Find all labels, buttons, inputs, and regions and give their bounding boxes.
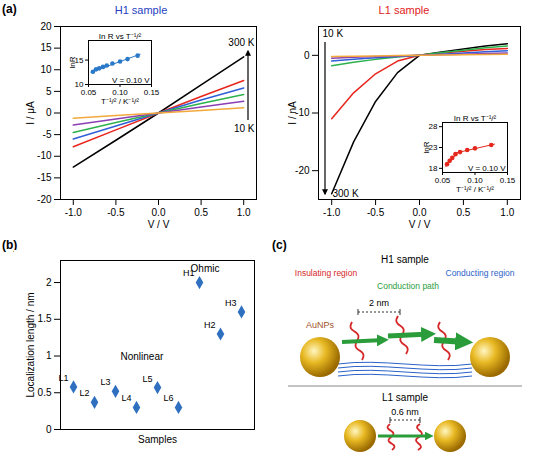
svg-text:-1.0: -1.0	[65, 207, 83, 218]
svg-text:0.6 nm: 0.6 nm	[391, 407, 419, 417]
html-text:H1 sample: H1 sample	[114, 4, 168, 16]
svg-text:0.5: 0.5	[456, 207, 470, 218]
svg-text:In R vs T⁻¹/²: In R vs T⁻¹/²	[99, 32, 142, 41]
svg-text:-10: -10	[37, 150, 52, 161]
svg-text:L5: L5	[142, 373, 152, 383]
svg-text:0.0: 0.0	[413, 207, 427, 218]
svg-text:V = 0.10 V: V = 0.10 V	[112, 76, 150, 85]
svg-text:I / μA: I / μA	[25, 101, 36, 125]
svg-text:0: 0	[304, 50, 310, 61]
svg-text:300 K: 300 K	[228, 37, 254, 48]
svg-text:Localization length / nm: Localization length / nm	[25, 292, 36, 397]
svg-text:1.0: 1.0	[500, 207, 514, 218]
svg-text:0.10: 0.10	[467, 176, 483, 186]
svg-text:0.15: 0.15	[144, 88, 160, 97]
svg-text:1: 1	[46, 350, 52, 361]
svg-text:0.05: 0.05	[81, 88, 97, 97]
svg-text:L1: L1	[58, 373, 68, 383]
svg-text:H3: H3	[225, 298, 237, 308]
svg-text:V / V: V / V	[409, 219, 431, 230]
svg-text:H2: H2	[204, 320, 216, 330]
svg-text:1.0: 1.0	[237, 207, 251, 218]
svg-text:0.0: 0.0	[152, 207, 166, 218]
svg-text:lnR: lnR	[422, 141, 431, 153]
svg-text:V / V: V / V	[148, 219, 170, 230]
svg-text:-5: -5	[43, 129, 52, 140]
svg-text:0: 0	[46, 107, 52, 118]
svg-text:Nonlinear: Nonlinear	[121, 351, 164, 362]
svg-text:10 K: 10 K	[234, 123, 255, 134]
svg-text:Conducting region: Conducting region	[446, 268, 515, 278]
svg-text:Samples: Samples	[138, 434, 177, 445]
html-text:(a): (a)	[2, 2, 17, 16]
svg-text:28: 28	[429, 122, 438, 131]
svg-text:-0.5: -0.5	[107, 207, 125, 218]
svg-text:0.05: 0.05	[435, 176, 451, 185]
svg-text:In R vs T⁻¹/²: In R vs T⁻¹/²	[454, 114, 497, 123]
svg-text:-10: -10	[295, 107, 310, 119]
svg-text:1.5: 1.5	[38, 313, 52, 324]
svg-text:2 nm: 2 nm	[369, 298, 389, 308]
svg-text:20: 20	[40, 21, 52, 32]
svg-text:T⁻¹/² / K⁻¹/²: T⁻¹/² / K⁻¹/²	[456, 185, 494, 194]
svg-text:V = 0.10 V: V = 0.10 V	[468, 164, 506, 173]
svg-text:0.15: 0.15	[500, 176, 516, 185]
svg-text:-1.0: -1.0	[323, 207, 341, 218]
svg-text:L4: L4	[121, 393, 131, 403]
svg-text:10: 10	[74, 80, 84, 90]
html-text:L1 sample: L1 sample	[378, 4, 430, 16]
svg-text:0.10: 0.10	[112, 88, 128, 98]
svg-text:-20: -20	[295, 165, 310, 176]
svg-text:lnR: lnR	[68, 56, 77, 68]
svg-text:Ohmic: Ohmic	[191, 263, 220, 274]
svg-text:300 K: 300 K	[333, 188, 359, 199]
html-text:(c): (c)	[272, 238, 287, 252]
svg-text:L6: L6	[163, 393, 173, 403]
svg-text:18: 18	[429, 164, 438, 173]
svg-text:H1 sample: H1 sample	[381, 254, 429, 265]
svg-text:23: 23	[428, 143, 438, 153]
svg-text:5: 5	[46, 86, 52, 97]
svg-text:0.5: 0.5	[38, 387, 52, 398]
svg-text:Conduction path: Conduction path	[377, 281, 439, 291]
svg-text:Insulating region: Insulating region	[295, 268, 358, 278]
svg-text:2: 2	[46, 277, 52, 288]
svg-text:15: 15	[74, 55, 84, 65]
svg-text:10: 10	[40, 64, 52, 75]
svg-text:AuNPs: AuNPs	[306, 320, 335, 330]
svg-text:-20: -20	[37, 194, 52, 205]
svg-text:I / nA: I / nA	[287, 101, 298, 125]
svg-text:H1: H1	[183, 268, 195, 279]
svg-text:0.5: 0.5	[194, 207, 208, 218]
svg-text:L2: L2	[79, 388, 89, 398]
svg-text:15: 15	[40, 42, 52, 53]
svg-text:0: 0	[46, 424, 52, 435]
svg-text:-15: -15	[37, 172, 52, 183]
svg-text:-0.5: -0.5	[367, 207, 385, 218]
svg-text:T⁻¹/² / K⁻¹/²: T⁻¹/² / K⁻¹/²	[101, 97, 139, 106]
svg-text:10 K: 10 K	[323, 28, 344, 39]
html-text:(b): (b)	[2, 238, 18, 252]
svg-text:L3: L3	[100, 377, 110, 387]
svg-text:L1 sample: L1 sample	[382, 392, 429, 403]
